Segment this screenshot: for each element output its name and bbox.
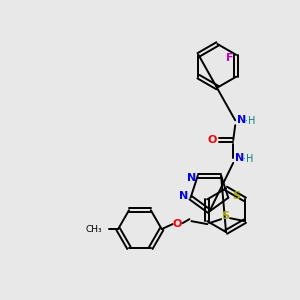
Text: N: N bbox=[187, 172, 196, 183]
Text: N: N bbox=[179, 191, 189, 201]
Text: CH₃: CH₃ bbox=[85, 225, 102, 234]
Text: S: S bbox=[232, 191, 240, 201]
Text: S: S bbox=[221, 211, 229, 221]
Text: O: O bbox=[208, 135, 217, 145]
Text: ·H: ·H bbox=[243, 154, 254, 164]
Text: O: O bbox=[173, 219, 182, 229]
Text: F: F bbox=[226, 53, 233, 63]
Text: N: N bbox=[237, 115, 246, 125]
Text: N: N bbox=[235, 153, 244, 163]
Text: ·H: ·H bbox=[245, 116, 256, 126]
